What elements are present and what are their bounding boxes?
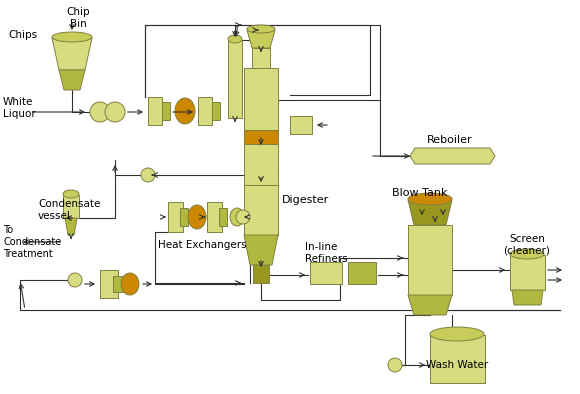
Text: White
Liquor: White Liquor bbox=[3, 97, 36, 119]
Polygon shape bbox=[410, 148, 495, 164]
Bar bbox=[100, 270, 118, 298]
Polygon shape bbox=[408, 200, 452, 225]
Bar bbox=[168, 202, 183, 232]
Ellipse shape bbox=[408, 193, 452, 205]
Polygon shape bbox=[59, 70, 85, 90]
Polygon shape bbox=[408, 225, 452, 295]
Ellipse shape bbox=[90, 102, 110, 122]
Bar bbox=[219, 208, 227, 226]
Bar bbox=[148, 97, 162, 125]
Bar bbox=[244, 130, 278, 144]
Bar bbox=[430, 335, 485, 383]
Bar bbox=[212, 102, 220, 120]
Text: In-line
Refiners: In-line Refiners bbox=[305, 242, 347, 264]
Text: To
Condensate
Treatment: To Condensate Treatment bbox=[3, 225, 61, 258]
Polygon shape bbox=[510, 255, 545, 290]
Ellipse shape bbox=[236, 210, 250, 224]
Bar bbox=[198, 97, 212, 125]
Polygon shape bbox=[63, 195, 79, 218]
Ellipse shape bbox=[228, 35, 242, 43]
Bar bbox=[348, 262, 376, 284]
Text: Chip
Bin: Chip Bin bbox=[66, 7, 90, 29]
Text: Condensate
vessel: Condensate vessel bbox=[38, 199, 100, 221]
Ellipse shape bbox=[430, 327, 484, 341]
Bar bbox=[113, 276, 123, 292]
Ellipse shape bbox=[105, 102, 125, 122]
Bar bbox=[244, 185, 278, 235]
Bar bbox=[290, 116, 312, 134]
Text: Screen
(cleaner): Screen (cleaner) bbox=[503, 234, 550, 256]
Text: Digester: Digester bbox=[282, 195, 329, 205]
Polygon shape bbox=[408, 295, 452, 315]
Polygon shape bbox=[512, 290, 543, 305]
Bar bbox=[207, 202, 222, 232]
Ellipse shape bbox=[121, 273, 139, 295]
Ellipse shape bbox=[510, 249, 544, 259]
Ellipse shape bbox=[68, 273, 82, 287]
Bar bbox=[228, 40, 242, 118]
Text: Blow Tank: Blow Tank bbox=[392, 188, 448, 198]
Ellipse shape bbox=[188, 205, 206, 229]
Ellipse shape bbox=[247, 25, 275, 33]
Ellipse shape bbox=[141, 168, 155, 182]
Ellipse shape bbox=[388, 358, 402, 372]
Polygon shape bbox=[65, 218, 77, 235]
Bar bbox=[310, 262, 342, 284]
Polygon shape bbox=[244, 235, 278, 265]
Ellipse shape bbox=[52, 32, 92, 42]
Polygon shape bbox=[244, 68, 278, 130]
Ellipse shape bbox=[175, 98, 195, 124]
Ellipse shape bbox=[230, 208, 244, 226]
Text: Heat Exchangers: Heat Exchangers bbox=[158, 240, 246, 250]
Ellipse shape bbox=[63, 190, 79, 198]
Polygon shape bbox=[244, 144, 278, 185]
Polygon shape bbox=[247, 30, 275, 48]
Text: Chips: Chips bbox=[8, 30, 37, 40]
Text: Reboiler: Reboiler bbox=[427, 135, 473, 145]
Bar bbox=[180, 208, 188, 226]
Text: Wash Water: Wash Water bbox=[426, 360, 488, 370]
Bar bbox=[253, 265, 269, 283]
Polygon shape bbox=[52, 38, 92, 70]
Bar bbox=[252, 48, 270, 68]
Bar bbox=[162, 102, 170, 120]
